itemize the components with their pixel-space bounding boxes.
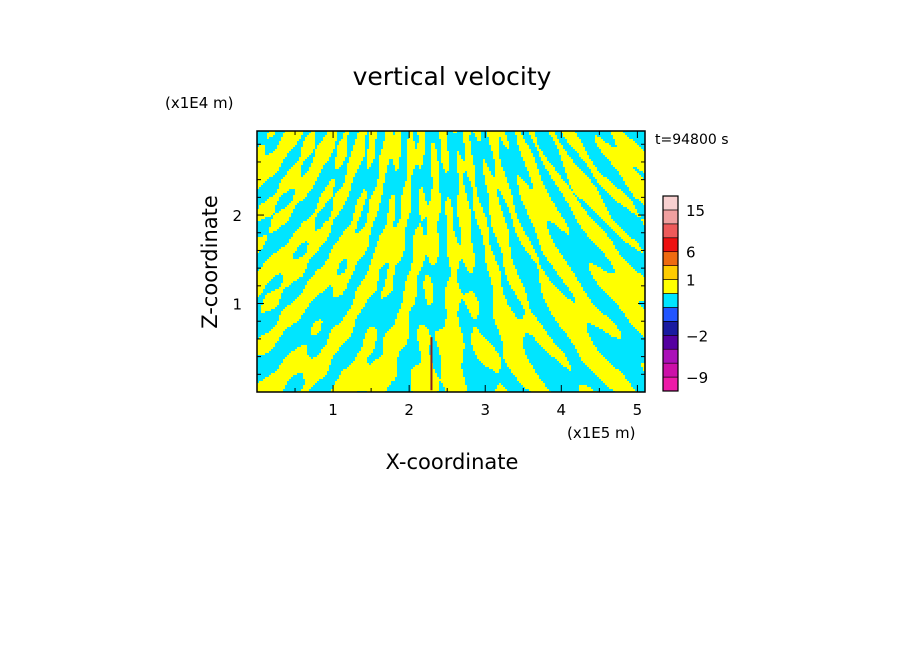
y-tick-label: 2 bbox=[232, 207, 242, 225]
colorbar-frame bbox=[662, 195, 679, 392]
colorbar-tick-label: −2 bbox=[686, 327, 708, 345]
velocity-field bbox=[257, 131, 645, 392]
x-axis-label: X-coordinate bbox=[386, 450, 519, 474]
colorbar-tick-label: 6 bbox=[686, 244, 696, 262]
colorbar-segment bbox=[662, 251, 679, 266]
x-scale-label: (x1E5 m) bbox=[567, 424, 636, 442]
colorbar-segment bbox=[662, 321, 679, 336]
time-label: t=94800 s bbox=[655, 132, 729, 148]
colorbar-tick-label: −9 bbox=[686, 369, 708, 387]
plot-frame bbox=[256, 130, 646, 393]
y-scale-label: (x1E4 m) bbox=[165, 94, 234, 112]
x-tick-label: 4 bbox=[557, 401, 567, 419]
colorbar-tick-label: 1 bbox=[686, 272, 696, 290]
chart-title: vertical velocity bbox=[353, 62, 552, 91]
x-tick-label: 3 bbox=[480, 401, 490, 419]
colorbar: 15 6 1 −2 −9 bbox=[662, 195, 708, 392]
colorbar-segment bbox=[662, 348, 679, 364]
colorbar-tick-label: 15 bbox=[686, 202, 705, 220]
colorbar-segment bbox=[662, 334, 679, 350]
x-tick-label: 5 bbox=[633, 401, 643, 419]
colorbar-segment bbox=[662, 223, 679, 239]
colorbar-segment bbox=[662, 237, 679, 253]
y-axis-label: Z-coordinate bbox=[198, 195, 222, 329]
colorbar-segment bbox=[662, 293, 679, 308]
y-axis: 12 bbox=[232, 143, 645, 375]
x-tick-label: 2 bbox=[404, 401, 414, 419]
colorbar-segment bbox=[662, 279, 679, 294]
y-tick-label: 1 bbox=[232, 296, 242, 314]
x-tick-label: 1 bbox=[328, 401, 338, 419]
colorbar-segment bbox=[662, 362, 679, 378]
colorbar-segment bbox=[662, 307, 679, 322]
colorbar-segment bbox=[662, 265, 679, 280]
colorbar-segment bbox=[662, 195, 679, 211]
colorbar-segment bbox=[662, 376, 679, 392]
x-axis: 1 2 3 4 5 bbox=[294, 131, 643, 419]
colorbar-segment bbox=[662, 209, 679, 225]
